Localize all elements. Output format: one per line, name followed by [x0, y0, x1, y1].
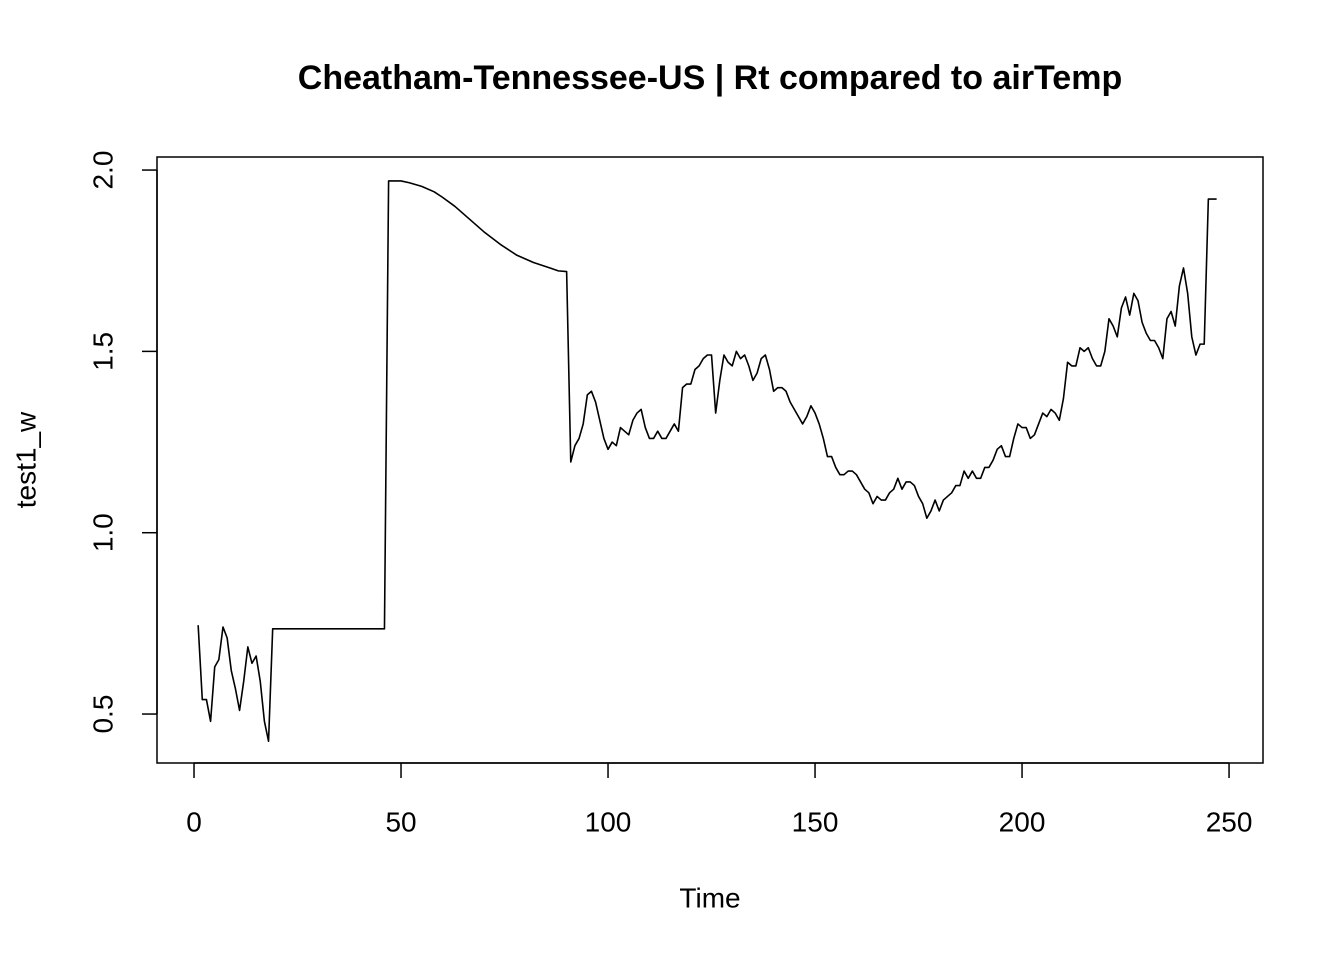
x-tick-label: 150	[792, 806, 839, 837]
x-tick-label: 200	[999, 806, 1046, 837]
y-axis-label: test1_w	[10, 411, 41, 508]
y-tick-label: 2.0	[87, 151, 118, 190]
plot-box	[156, 156, 1264, 764]
y-tick-label: 1.0	[87, 513, 118, 552]
chart-title: Cheatham-Tennessee-US | Rt compared to a…	[298, 59, 1122, 97]
y-tick-label: 1.5	[87, 332, 118, 371]
x-axis-label: Time	[679, 882, 740, 913]
data-line	[197, 180, 1217, 743]
y-tick-label: 0.5	[87, 695, 118, 734]
x-tick-label: 50	[385, 806, 416, 837]
x-tick-label: 250	[1206, 806, 1253, 837]
x-tick-label: 100	[585, 806, 632, 837]
x-tick-label: 0	[186, 806, 202, 837]
